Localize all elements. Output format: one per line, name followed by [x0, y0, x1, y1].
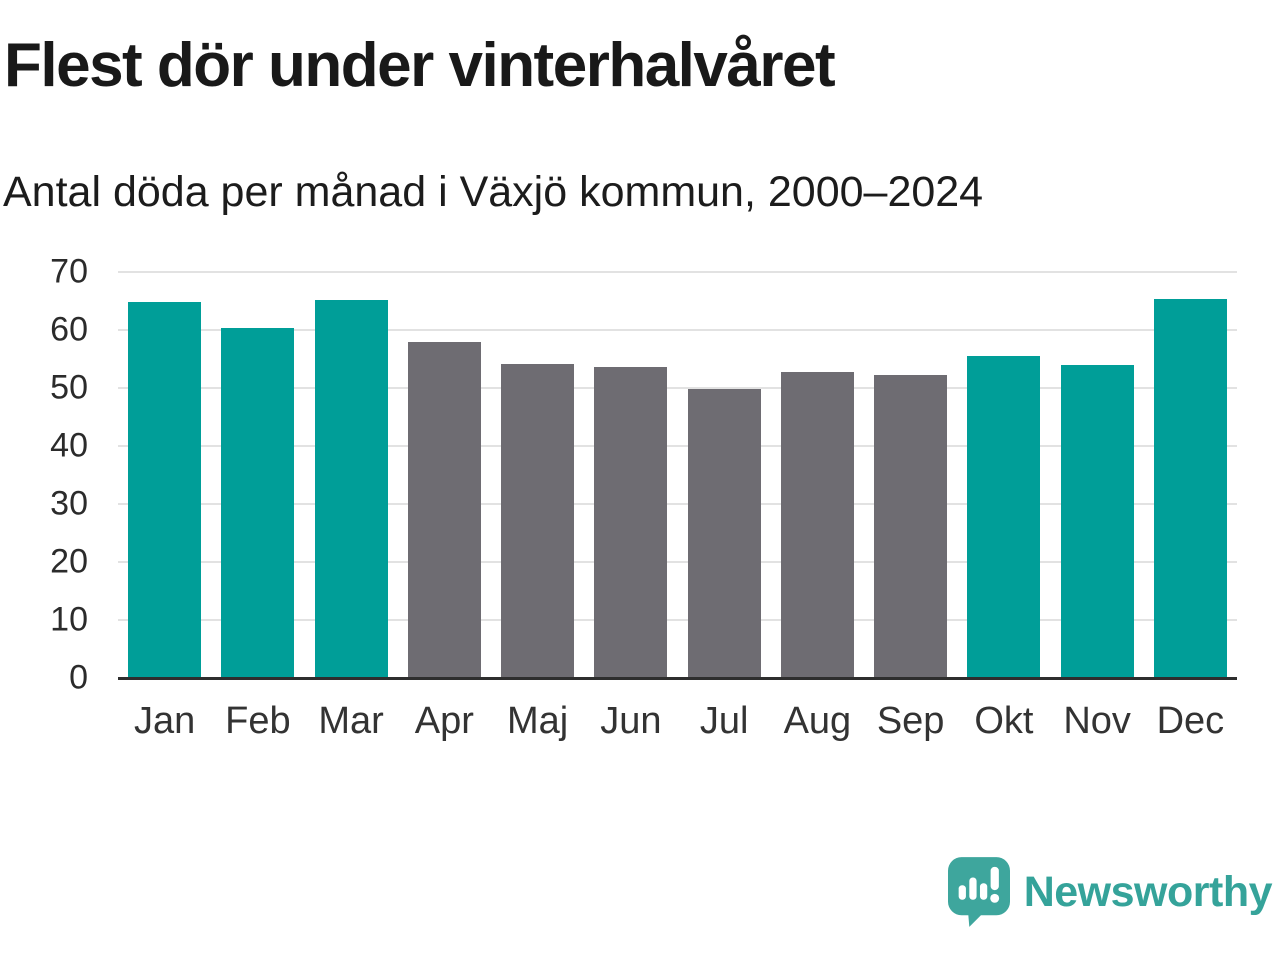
y-tick-label-70: 70: [50, 252, 88, 291]
bar-band-okt: [957, 272, 1050, 678]
bar-band-apr: [398, 272, 491, 678]
gridline-y-60: [118, 329, 1237, 331]
bar-band-feb: [211, 272, 304, 678]
bar-jan: [128, 301, 202, 678]
bar-chart-plot-area: [118, 271, 1237, 680]
bar-band-dec: [1144, 272, 1237, 678]
x-axis-month-labels: Jan Feb Mar Apr Maj Jun Jul Aug Sep Okt Nov Dec: [118, 700, 1237, 743]
gridline-y-20: [118, 561, 1237, 563]
bar-aug: [780, 371, 854, 678]
bar-band-maj: [491, 272, 584, 678]
y-axis-tick-labels: 0 10 20 30 40 50 60 70: [0, 253, 96, 697]
y-tick-label-10: 10: [50, 600, 88, 639]
bar-jul: [687, 388, 761, 678]
bar-apr: [407, 341, 481, 678]
bar-band-sep: [864, 272, 957, 678]
bar-dec: [1153, 299, 1227, 678]
x-tick-label-aug: Aug: [783, 700, 852, 742]
newsworthy-logo-link[interactable]: Newsworthy: [947, 857, 1273, 927]
x-tick-label-jun: Jun: [600, 700, 662, 742]
y-tick-label-60: 60: [50, 310, 88, 349]
newsworthy-brand-text: Newsworthy: [1023, 867, 1273, 916]
y-tick-label-30: 30: [50, 484, 88, 523]
y-tick-label-20: 20: [50, 542, 88, 581]
bar-band-jun: [584, 272, 677, 678]
gridline-y-30: [118, 503, 1237, 505]
bar-jun: [594, 367, 668, 678]
newsworthy-speech-bubble-chart-icon: [947, 857, 1010, 927]
gridline-y-40: [118, 445, 1237, 447]
x-tick-label-mar: Mar: [318, 700, 384, 742]
x-tick-label-maj: Maj: [507, 700, 569, 742]
x-tick-label-nov: Nov: [1063, 700, 1131, 742]
bar-maj: [501, 363, 575, 678]
bar-feb: [221, 328, 295, 678]
bar-band-jul: [678, 272, 771, 678]
x-tick-label-dec: Dec: [1156, 700, 1225, 742]
x-tick-label-okt: Okt: [974, 700, 1034, 742]
bar-okt: [967, 356, 1041, 678]
gridline-y-10: [118, 619, 1237, 621]
chart-subtitle: Antal döda per månad i Växjö kommun, 200…: [3, 168, 984, 216]
x-tick-label-sep: Sep: [876, 700, 945, 742]
x-tick-label-apr: Apr: [414, 700, 474, 742]
x-axis-baseline: [118, 677, 1237, 680]
bar-series: [118, 272, 1237, 678]
x-tick-label-jan: Jan: [133, 700, 196, 742]
gridline-y-70: [118, 271, 1237, 273]
y-tick-label-50: 50: [50, 368, 88, 407]
bar-band-jan: [118, 272, 211, 678]
bar-nov: [1060, 364, 1134, 678]
chart-title: Flest dör under vinterhalvåret: [4, 31, 836, 100]
bar-band-mar: [305, 272, 398, 678]
bar-mar: [314, 300, 388, 678]
gridline-y-50: [118, 387, 1237, 389]
x-tick-label-jul: Jul: [699, 700, 749, 742]
y-tick-label-0: 0: [69, 658, 88, 697]
bar-band-nov: [1051, 272, 1144, 678]
bar-band-aug: [771, 272, 864, 678]
bar-sep: [874, 374, 948, 678]
y-tick-label-40: 40: [50, 426, 88, 465]
x-tick-label-feb: Feb: [225, 700, 291, 742]
